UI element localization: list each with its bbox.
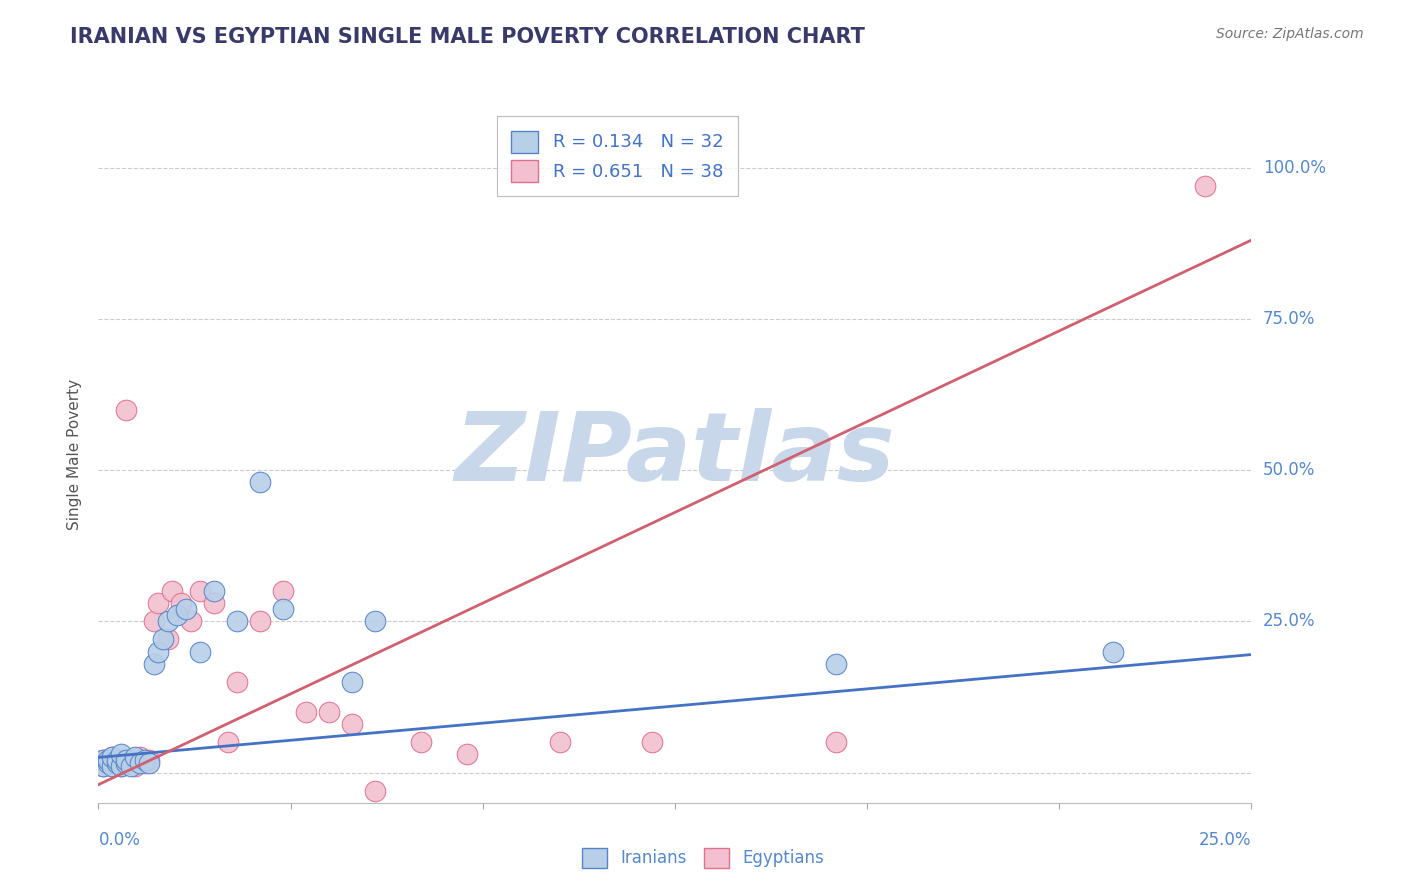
Text: ZIPatlas: ZIPatlas	[454, 409, 896, 501]
Point	[101, 759, 124, 773]
Point	[110, 759, 132, 773]
Point	[105, 756, 128, 771]
Point	[318, 705, 340, 719]
Point	[225, 615, 247, 629]
Point	[456, 747, 478, 762]
Point	[97, 754, 120, 768]
Point	[295, 705, 318, 719]
Point	[97, 756, 120, 771]
Point	[271, 602, 294, 616]
Legend: Iranians, Egyptians: Iranians, Egyptians	[575, 841, 831, 875]
Point	[148, 644, 170, 658]
Point	[156, 615, 179, 629]
Text: Source: ZipAtlas.com: Source: ZipAtlas.com	[1216, 27, 1364, 41]
Point	[340, 717, 363, 731]
Point	[411, 735, 433, 749]
Point	[202, 596, 225, 610]
Point	[105, 756, 128, 771]
Point	[825, 735, 848, 749]
Point	[1102, 644, 1125, 658]
Text: 0.0%: 0.0%	[98, 830, 141, 848]
Point	[364, 783, 387, 797]
Point	[217, 735, 239, 749]
Point	[97, 754, 120, 768]
Point	[115, 756, 138, 771]
Point	[134, 756, 156, 771]
Text: 100.0%: 100.0%	[1263, 159, 1326, 177]
Point	[115, 402, 138, 417]
Text: 75.0%: 75.0%	[1263, 310, 1315, 327]
Point	[188, 584, 211, 599]
Point	[101, 750, 124, 764]
Point	[148, 596, 170, 610]
Point	[124, 759, 146, 773]
Point	[249, 475, 271, 490]
Point	[91, 754, 114, 768]
Point	[548, 735, 571, 749]
Point	[138, 756, 160, 771]
Point	[152, 632, 174, 647]
Point	[91, 759, 114, 773]
Text: 25.0%: 25.0%	[1263, 612, 1316, 631]
Point	[825, 657, 848, 671]
Point	[129, 756, 152, 771]
Point	[180, 615, 202, 629]
Text: 50.0%: 50.0%	[1263, 461, 1315, 479]
Point	[225, 674, 247, 689]
Point	[1194, 178, 1216, 193]
Point	[110, 754, 132, 768]
Point	[160, 584, 183, 599]
Point	[340, 674, 363, 689]
Point	[249, 615, 271, 629]
Point	[110, 759, 132, 773]
Point	[271, 584, 294, 599]
Point	[120, 759, 142, 773]
Point	[105, 754, 128, 768]
Point	[364, 615, 387, 629]
Point	[170, 596, 193, 610]
Point	[115, 756, 138, 771]
Y-axis label: Single Male Poverty: Single Male Poverty	[67, 379, 83, 531]
Point	[166, 608, 188, 623]
Point	[142, 615, 165, 629]
Point	[129, 750, 152, 764]
Point	[142, 657, 165, 671]
Text: IRANIAN VS EGYPTIAN SINGLE MALE POVERTY CORRELATION CHART: IRANIAN VS EGYPTIAN SINGLE MALE POVERTY …	[70, 27, 865, 46]
Legend: R = 0.134   N = 32, R = 0.651   N = 38: R = 0.134 N = 32, R = 0.651 N = 38	[496, 116, 738, 196]
Point	[134, 754, 156, 768]
Point	[202, 584, 225, 599]
Point	[156, 632, 179, 647]
Point	[115, 754, 138, 768]
Point	[174, 602, 197, 616]
Point	[101, 759, 124, 773]
Point	[138, 754, 160, 768]
Point	[110, 747, 132, 762]
Point	[188, 644, 211, 658]
Point	[91, 754, 114, 768]
Point	[641, 735, 664, 749]
Point	[120, 754, 142, 768]
Point	[91, 759, 114, 773]
Text: 25.0%: 25.0%	[1199, 830, 1251, 848]
Point	[101, 750, 124, 764]
Point	[97, 756, 120, 771]
Point	[124, 750, 146, 764]
